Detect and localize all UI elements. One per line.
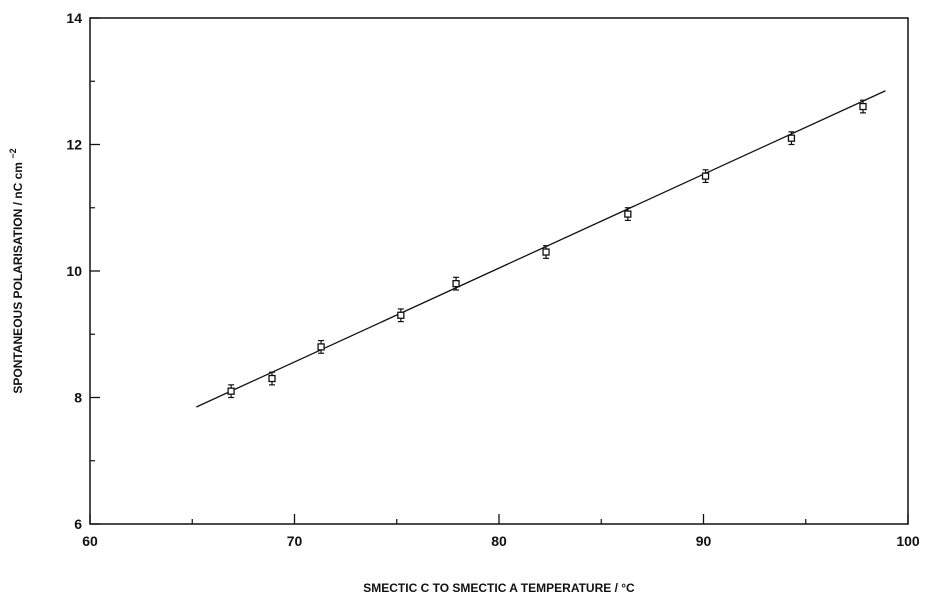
data-point	[397, 308, 405, 323]
point-marker	[542, 248, 550, 256]
x-tick-label: 60	[82, 533, 98, 549]
y-tick-label: 8	[74, 390, 82, 406]
point-marker	[452, 279, 460, 288]
data-point	[268, 371, 276, 386]
y-tick-label: 10	[66, 263, 82, 279]
point-marker	[397, 311, 405, 319]
y-axis-title-exponent: −2	[8, 148, 18, 158]
fit-line	[196, 90, 886, 408]
x-tick-label: 70	[287, 533, 303, 549]
data-point	[624, 207, 632, 221]
point-marker	[317, 343, 325, 351]
y-tick-label: 14	[66, 10, 82, 26]
y-axis-title: SPONTANEOUS POLARISATION / nC cm −2	[8, 148, 25, 393]
point-marker	[787, 134, 796, 142]
data-point	[859, 99, 867, 114]
data-point	[701, 169, 710, 184]
plot-frame	[89, 17, 909, 525]
data-point	[227, 384, 235, 399]
data-point	[787, 131, 796, 146]
tick-labels: 60 70 80 90 100 6 8 10 12 14	[66, 10, 919, 549]
tick-marks	[89, 17, 909, 525]
data-points	[227, 99, 867, 399]
data-point	[542, 245, 550, 259]
x-tick-label: 80	[491, 533, 507, 549]
point-marker	[227, 387, 235, 395]
data-point	[317, 339, 325, 354]
point-marker	[859, 102, 867, 111]
y-tick-label: 12	[66, 137, 82, 153]
x-axis-title: SMECTIC C TO SMECTIC A TEMPERATURE / °C	[363, 581, 635, 595]
data-point	[452, 276, 460, 291]
y-tick-label: 6	[74, 516, 82, 532]
point-marker	[268, 374, 276, 383]
point-marker	[624, 210, 632, 218]
x-tick-label: 90	[696, 533, 712, 549]
point-marker	[701, 172, 710, 180]
x-tick-label: 100	[896, 533, 920, 549]
y-axis-title-main: SPONTANEOUS POLARISATION / nC cm	[11, 162, 25, 394]
